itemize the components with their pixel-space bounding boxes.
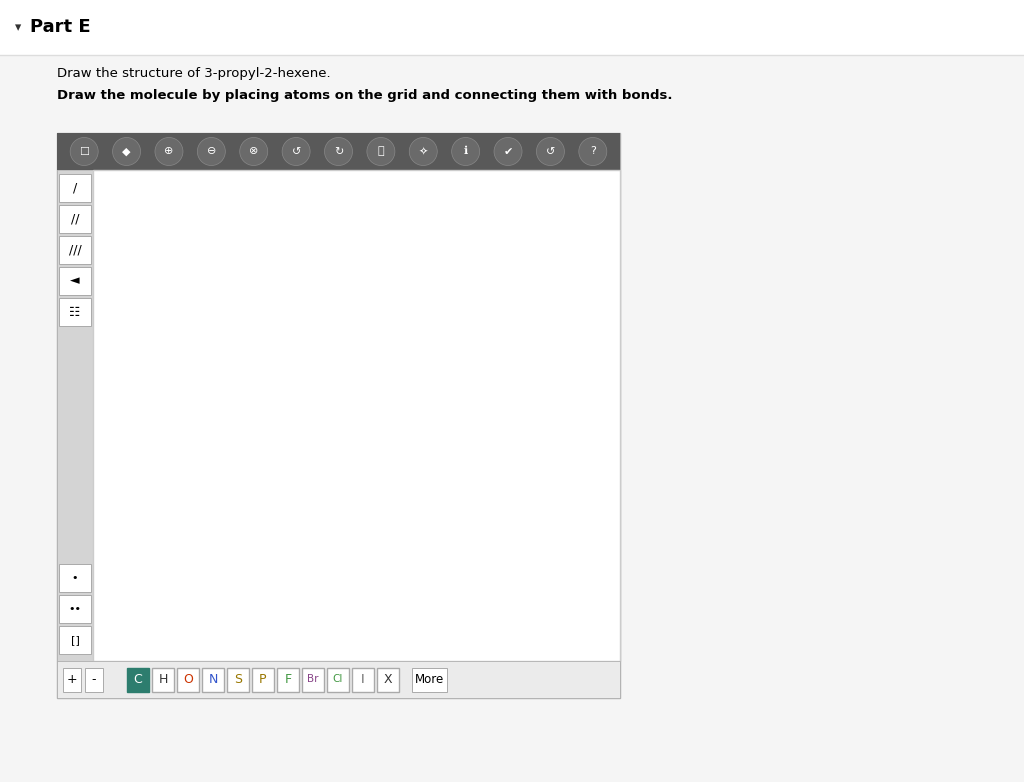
Text: ◆: ◆ (122, 146, 131, 156)
Circle shape (113, 138, 140, 166)
Text: H: H (159, 673, 168, 686)
Text: /: / (73, 181, 77, 195)
Text: C: C (133, 673, 142, 686)
Text: ⊗: ⊗ (249, 146, 258, 156)
Text: //: // (71, 213, 79, 225)
Text: ✧: ✧ (419, 146, 428, 156)
Bar (278, 668, 299, 691)
Bar (59, 595, 91, 623)
Text: ✔: ✔ (504, 146, 513, 156)
Text: Draw the structure of 3-propyl-2-hexene.: Draw the structure of 3-propyl-2-hexene. (57, 67, 331, 81)
Text: -: - (92, 673, 96, 686)
Text: ☷: ☷ (70, 306, 81, 318)
Text: ?: ? (590, 146, 596, 156)
Text: ℹ: ℹ (464, 146, 468, 156)
Bar (59, 236, 91, 264)
Text: ☐: ☐ (79, 146, 89, 156)
Text: X: X (384, 673, 392, 686)
Bar (327, 668, 349, 691)
Bar (59, 626, 91, 654)
Text: O: O (183, 673, 193, 686)
Bar (377, 668, 399, 691)
Circle shape (410, 138, 437, 166)
Circle shape (325, 138, 352, 166)
Circle shape (240, 138, 267, 166)
Text: ↺: ↺ (292, 146, 301, 156)
Bar (252, 668, 274, 691)
Bar (85, 668, 103, 691)
Bar (0, 0, 1024, 55)
Bar (127, 668, 150, 691)
Bar (152, 668, 174, 691)
Text: ⎘: ⎘ (378, 146, 384, 156)
Text: ⊕: ⊕ (164, 146, 174, 156)
Text: ▾: ▾ (15, 21, 22, 34)
Text: I: I (361, 673, 365, 686)
Text: Draw the molecule by placing atoms on the grid and connecting them with bonds.: Draw the molecule by placing atoms on th… (57, 88, 673, 102)
Bar (93, 170, 620, 661)
Text: More: More (415, 673, 444, 686)
Bar (57, 661, 620, 698)
Bar (177, 668, 199, 691)
Text: Br: Br (307, 675, 318, 684)
Circle shape (579, 138, 607, 166)
Circle shape (283, 138, 310, 166)
Text: S: S (234, 673, 242, 686)
Bar (57, 170, 93, 661)
Text: +: + (67, 673, 78, 686)
Bar (412, 668, 447, 691)
Text: Cl: Cl (333, 675, 343, 684)
Circle shape (155, 138, 183, 166)
Text: ◄: ◄ (71, 274, 80, 288)
Bar (63, 668, 81, 691)
Text: ↺: ↺ (546, 146, 555, 156)
Text: ••: •• (69, 604, 82, 614)
Text: F: F (285, 673, 292, 686)
Circle shape (494, 138, 522, 166)
Bar (302, 668, 324, 691)
Bar (59, 564, 91, 592)
Bar (57, 133, 620, 698)
Circle shape (537, 138, 564, 166)
Text: N: N (208, 673, 218, 686)
Text: P: P (259, 673, 266, 686)
Circle shape (367, 138, 395, 166)
Text: ↻: ↻ (334, 146, 343, 156)
Text: ⊖: ⊖ (207, 146, 216, 156)
Bar (352, 668, 374, 691)
Bar (59, 174, 91, 202)
Bar (59, 205, 91, 233)
Bar (57, 133, 620, 170)
Circle shape (198, 138, 225, 166)
Text: Part E: Part E (30, 19, 91, 37)
Circle shape (452, 138, 479, 166)
Bar (202, 668, 224, 691)
Text: []: [] (71, 635, 80, 645)
Text: ///: /// (69, 243, 81, 256)
Bar (227, 668, 249, 691)
Circle shape (71, 138, 98, 166)
Text: •: • (72, 573, 78, 583)
Bar (59, 267, 91, 295)
Bar (59, 298, 91, 326)
